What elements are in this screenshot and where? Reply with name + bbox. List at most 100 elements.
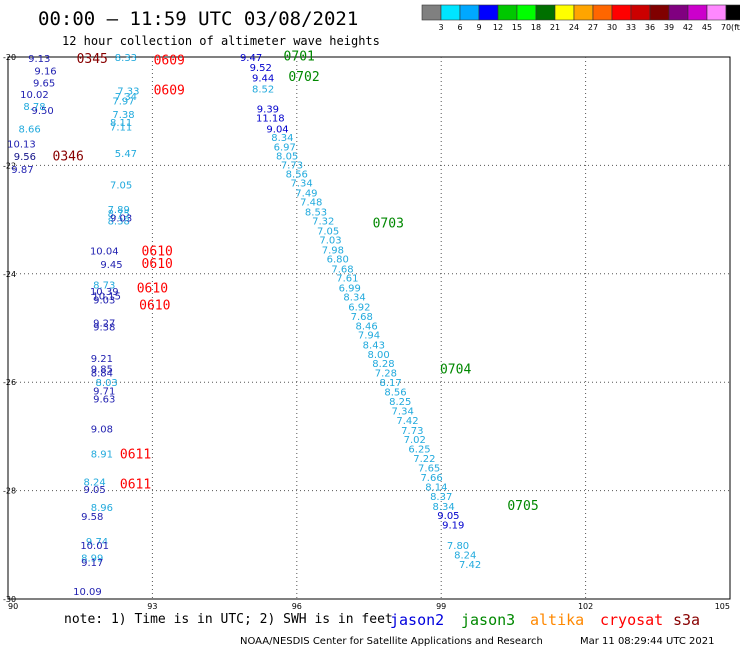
swh-value: 8.52: [252, 84, 274, 95]
swh-value: 8.78: [23, 102, 45, 113]
x-tick-label: 93: [147, 602, 157, 611]
pass-time-label: 0346: [53, 150, 84, 165]
legend-swatch: [421, 4, 442, 21]
satellite-jason3: jason3: [461, 611, 515, 629]
swh-value: 9.08: [91, 424, 113, 435]
pass-time-label: 0345: [77, 52, 108, 67]
legend-swatch: [687, 4, 708, 21]
pass-time-label: 0609: [154, 84, 185, 99]
swh-value: 7.68: [331, 264, 353, 275]
swh-value: 9.44: [252, 74, 274, 85]
swh-value: 9.03: [93, 295, 115, 306]
swh-value: 7.32: [312, 217, 334, 228]
legend-label: 9: [476, 23, 481, 32]
swh-value: 9.74: [86, 537, 108, 548]
legend-swatch: [668, 4, 689, 21]
swh-value: 10.39: [90, 287, 119, 298]
swh-value: 8.34: [343, 293, 365, 304]
swh-value: 7.94: [358, 331, 380, 342]
swh-value: 9.47: [240, 53, 262, 64]
swh-value: 9.17: [81, 558, 103, 569]
grid-lines: [8, 57, 730, 599]
satellite-s3a: s3a: [673, 611, 700, 629]
swh-value: 7.61: [336, 274, 358, 285]
swh-value: 9.63: [93, 394, 115, 405]
pass-time-label: 0705: [507, 499, 538, 514]
swh-value: 9.39: [257, 104, 279, 115]
pass-time-label: 0701: [284, 49, 315, 64]
y-tick-label: -24: [3, 270, 16, 279]
pass-time-label: 0610: [142, 257, 173, 272]
swh-value: 8.43: [363, 340, 385, 351]
swh-value: 9.71: [93, 386, 115, 397]
swh-value: 9.52: [250, 63, 272, 74]
swh-value: 8.03: [96, 378, 118, 389]
swh-value: 7.48: [300, 198, 322, 209]
swh-value: 7.11: [110, 122, 132, 133]
swh-value: 7.98: [322, 245, 344, 256]
swh-value: 8.25: [389, 397, 411, 408]
swh-value: 8.37: [430, 492, 452, 503]
swh-value: 10.04: [90, 246, 119, 257]
swh-value: 7.34: [392, 406, 414, 417]
swh-value: 5.47: [115, 149, 137, 160]
pass-time-label: 0611: [120, 448, 151, 463]
legend-swatch: [611, 4, 632, 21]
x-tick-label: 102: [578, 602, 593, 611]
swh-value: 8.33: [115, 53, 137, 64]
swh-value: 9.05: [437, 511, 459, 522]
swh-value: 9.65: [33, 78, 55, 89]
legend-label: 39: [664, 23, 674, 32]
swh-value: 10.01: [80, 541, 109, 552]
swh-value: 9.03: [110, 213, 132, 224]
swh-value: 7.42: [396, 416, 418, 427]
swh-value: 8.84: [91, 368, 113, 379]
swh-value: 7.05: [110, 180, 132, 191]
y-tick-label: -22: [3, 161, 16, 170]
swh-value: 9.19: [442, 521, 464, 532]
pass-time-label: 0609: [154, 54, 185, 69]
swh-value: 8.05: [276, 152, 298, 163]
swh-value: 9.21: [91, 354, 113, 365]
x-tick-label: 90: [8, 602, 18, 611]
axis-ticks: 90 93 96 99 102 105 -20 -22 -24 -26 -28 -30: [3, 53, 730, 611]
swh-value: 8.38: [108, 217, 130, 228]
y-tick-label: -20: [3, 53, 16, 62]
legend-swatch: [573, 4, 594, 21]
legend-unit: (ft): [731, 23, 740, 32]
pass-time-label: 0704: [440, 363, 471, 378]
swh-value: 8.24: [84, 477, 106, 488]
swh-value: 8.56: [286, 170, 308, 181]
swh-value: 8.96: [91, 503, 113, 514]
legend-swatch: [478, 4, 499, 21]
legend-label: 3: [438, 23, 443, 32]
pass-time-label: 0611: [120, 478, 151, 493]
swh-value: 8.73: [93, 281, 115, 292]
swh-value: 10.09: [73, 587, 102, 598]
swh-value: 8.28: [372, 359, 394, 370]
swh-value: 7.65: [418, 463, 440, 474]
x-tick-label: 96: [292, 602, 302, 611]
swh-value: 9.04: [266, 125, 288, 136]
swh-value: 8.56: [384, 387, 406, 398]
swh-value: 6.25: [408, 444, 430, 455]
swh-value: 7.49: [295, 189, 317, 200]
legend-swatch: [440, 4, 461, 21]
swh-value: 7.33: [117, 87, 139, 98]
x-tick-label: 99: [436, 602, 446, 611]
swh-value: 8.11: [110, 118, 132, 129]
legend-swatch: [649, 4, 670, 21]
pass-time-label: 0610: [139, 299, 170, 314]
swh-value: 7.22: [413, 454, 435, 465]
swh-value: 7.42: [459, 560, 481, 571]
swh-value: 7.73: [281, 160, 303, 171]
swh-value: 8.17: [380, 378, 402, 389]
legend-swatch: [706, 4, 727, 21]
credit-line: NOAA/NESDIS Center for Satellite Applica…: [240, 636, 543, 647]
swh-value: 9.50: [32, 106, 54, 117]
pass-time-label: 0703: [373, 216, 404, 231]
swh-value: 6.97: [274, 142, 296, 153]
swh-value: 6.92: [348, 302, 370, 313]
